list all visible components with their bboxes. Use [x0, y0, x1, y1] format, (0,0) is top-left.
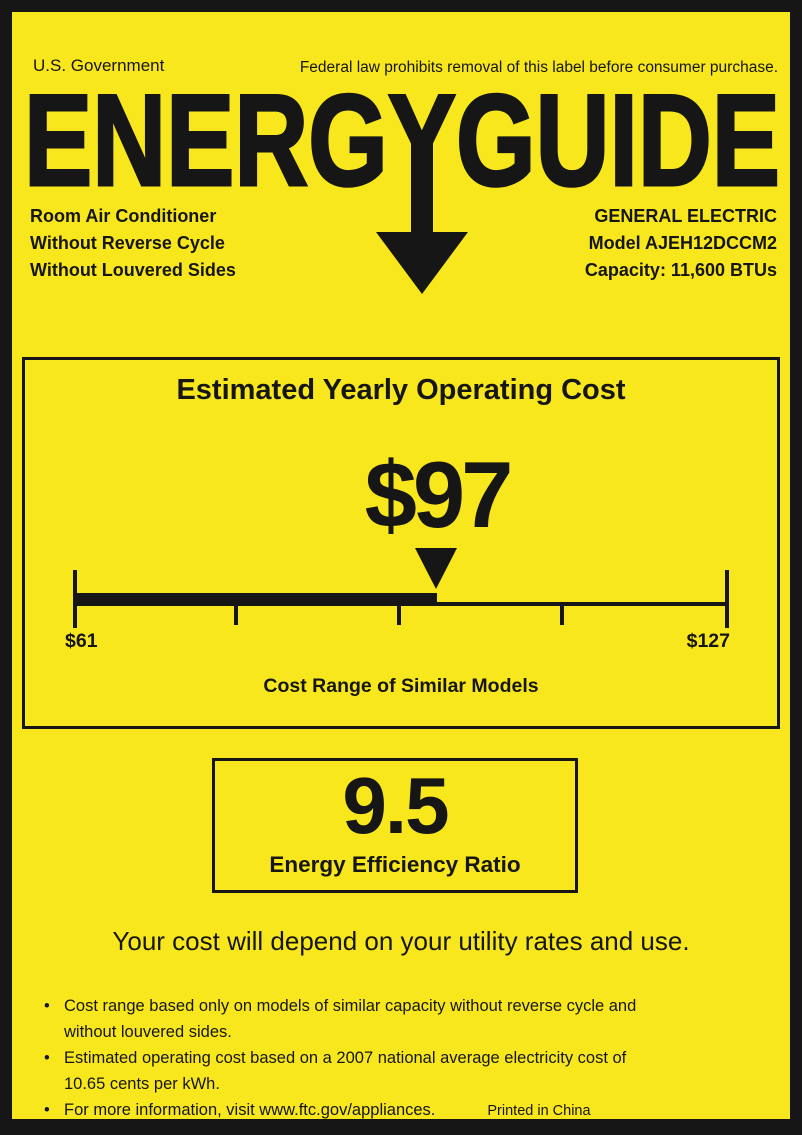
cost-range-scale	[73, 548, 729, 628]
cost-box-title: Estimated Yearly Operating Cost	[176, 374, 626, 406]
footnote-line: For more information, visit www.ftc.gov/…	[64, 1097, 591, 1124]
product-type-block: Room Air Conditioner Without Reverse Cyc…	[30, 203, 236, 284]
eer-box: 9.5 Energy Efficiency Ratio	[212, 758, 578, 893]
cost-range-caption: Cost Range of Similar Models	[263, 675, 539, 697]
utility-rates-note: Your cost will depend on your utility ra…	[112, 926, 690, 956]
footnote-item: • Estimated operating cost based on a 20…	[44, 1045, 636, 1097]
footnote-item: • For more information, visit www.ftc.go…	[44, 1097, 636, 1124]
operating-cost-box: Estimated Yearly Operating Cost $97 $61 …	[22, 357, 780, 729]
range-min-label: $61	[65, 630, 98, 652]
footnote-line: without louvered sides.	[64, 1023, 232, 1041]
model-number: Model AJEH12DCCM2	[588, 233, 777, 253]
footnote-line: Estimated operating cost based on a 2007…	[64, 1049, 627, 1067]
product-type-line: Without Reverse Cycle	[30, 233, 225, 253]
footnote-line: 10.65 cents per kWh.	[64, 1075, 220, 1093]
us-government-text: U.S. Government	[33, 56, 165, 75]
footnotes-list: • Cost range based only on models of sim…	[44, 993, 636, 1124]
yearly-cost-value: $97	[364, 442, 514, 547]
federal-law-notice: Federal law prohibits removal of this la…	[299, 59, 778, 76]
printed-in-china-text: Printed in China	[487, 1103, 591, 1119]
range-max-label: $127	[686, 630, 730, 652]
product-type-line: Without Louvered Sides	[30, 260, 236, 280]
down-arrow-icon	[376, 139, 468, 294]
product-type-line: Room Air Conditioner	[30, 206, 217, 226]
footnote-item: • Cost range based only on models of sim…	[44, 993, 636, 1045]
brand-name: GENERAL ELECTRIC	[594, 206, 777, 226]
capacity-value: Capacity: 11,600 BTUs	[584, 260, 777, 280]
eer-value: 9.5	[342, 761, 449, 850]
energyguide-logo-text: ENERGYGUIDE	[24, 84, 780, 213]
energyguide-logo: ENERGYGUIDE	[24, 84, 780, 294]
brand-block: GENERAL ELECTRIC Model AJEH12DCCM2 Capac…	[585, 203, 777, 284]
bullet-icon: •	[44, 1101, 50, 1119]
ftc-url-text: For more information, visit www.ftc.gov/…	[64, 1101, 436, 1119]
footnote-line: Cost range based only on models of simil…	[64, 997, 637, 1015]
bullet-icon: •	[44, 997, 50, 1015]
eer-label: Energy Efficiency Ratio	[269, 852, 521, 877]
bullet-icon: •	[44, 1049, 50, 1067]
cost-pointer-icon	[415, 548, 457, 589]
